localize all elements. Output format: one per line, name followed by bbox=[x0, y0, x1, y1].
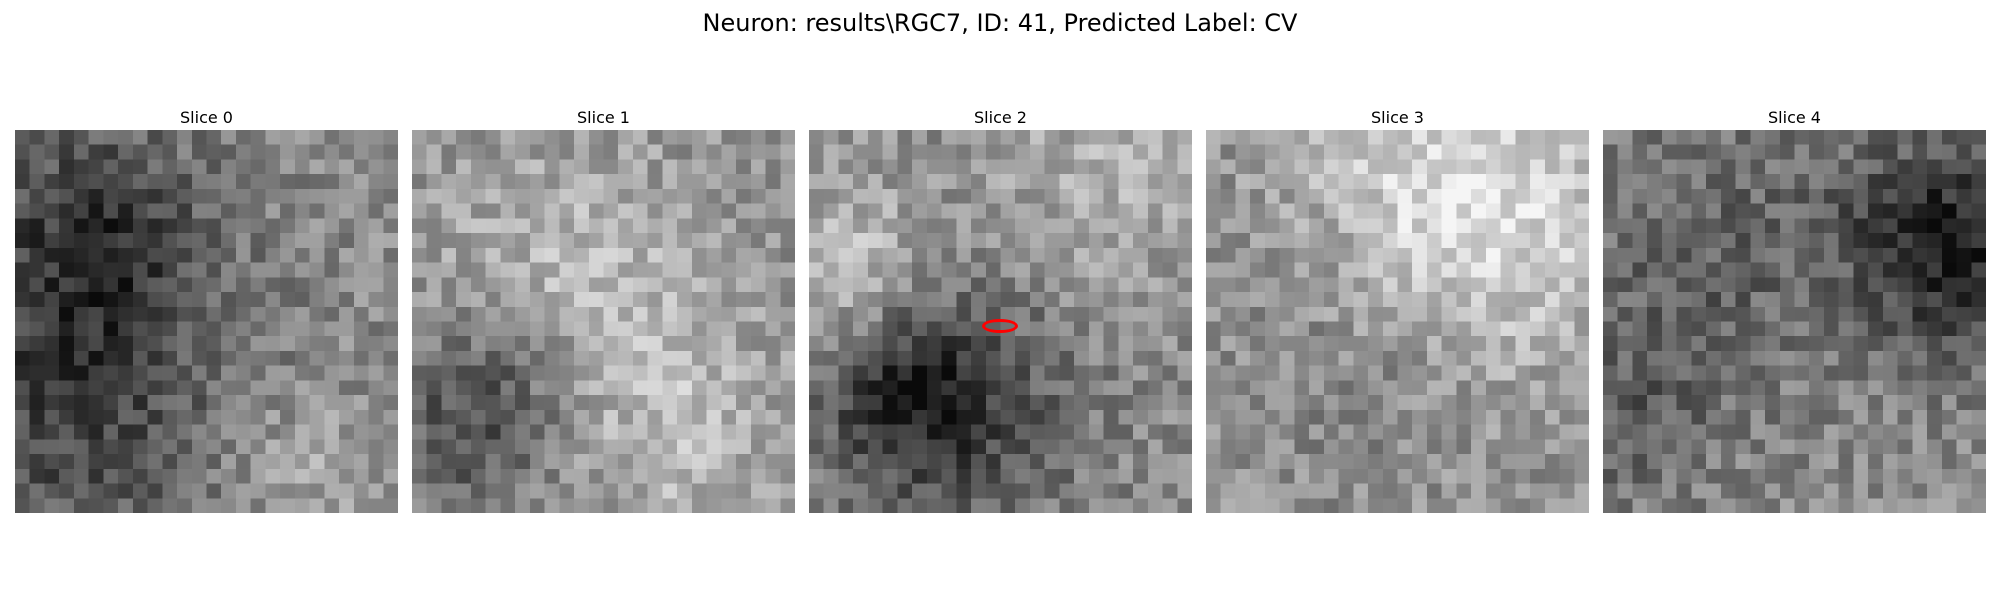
slice-image-4 bbox=[1603, 130, 1986, 513]
slice-panel-3: Slice 3 bbox=[1206, 108, 1589, 513]
slice-title-2: Slice 2 bbox=[974, 108, 1027, 127]
slice-panel-2: Slice 2 bbox=[809, 108, 1192, 513]
slice-title-3: Slice 3 bbox=[1371, 108, 1424, 127]
slice-title-4: Slice 4 bbox=[1768, 108, 1821, 127]
slice-title-1: Slice 1 bbox=[577, 108, 630, 127]
slice-image-3 bbox=[1206, 130, 1589, 513]
slice-title-0: Slice 0 bbox=[180, 108, 233, 127]
centroid-marker bbox=[982, 319, 1018, 333]
slice-image-1 bbox=[412, 130, 795, 513]
figure-title: Neuron: results\RGC7, ID: 41, Predicted … bbox=[702, 9, 1298, 37]
slice-panel-0: Slice 0 bbox=[15, 108, 398, 513]
slice-panel-4: Slice 4 bbox=[1603, 108, 1986, 513]
slice-panel-1: Slice 1 bbox=[412, 108, 795, 513]
slice-image-0 bbox=[15, 130, 398, 513]
